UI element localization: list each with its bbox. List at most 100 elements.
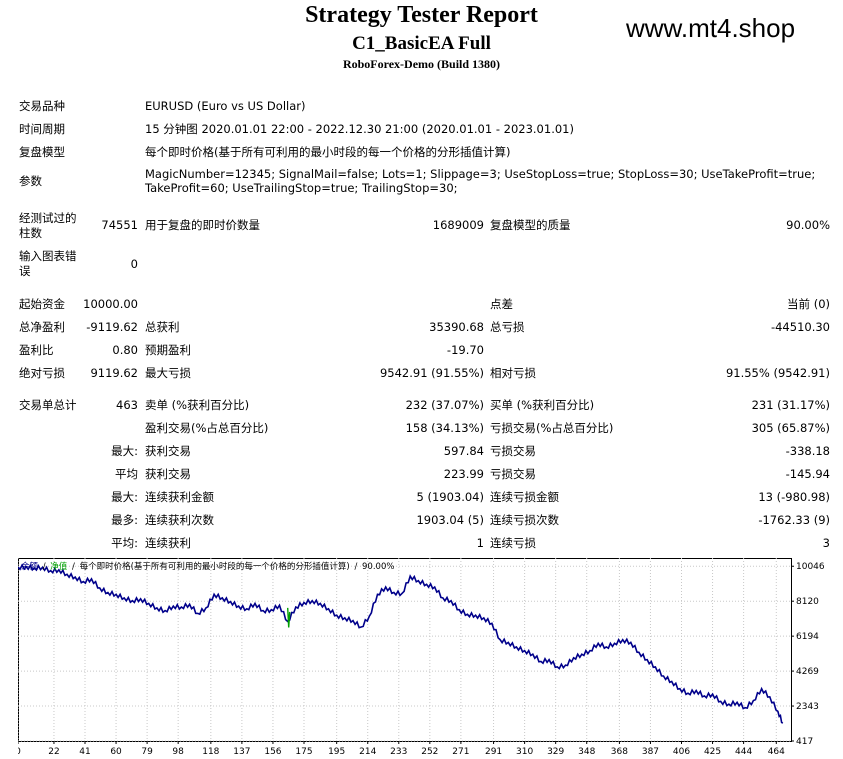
ticks-label: 用于复盘的即时价数量 <box>145 218 260 232</box>
average-profit-label: 获利交易 <box>145 467 191 481</box>
errors-label-line-2: 误 <box>19 264 31 278</box>
x-tick-label: 310 <box>516 747 533 757</box>
x-tick-label: 98 <box>172 747 184 757</box>
model-label: 复盘模型 <box>19 145 65 159</box>
average-consecutive-row-label: 平均: <box>111 536 138 550</box>
average-consecutive-wins-label: 连续获利 <box>145 536 191 550</box>
consecutive-wins-money-value: 5 (1903.04) <box>416 490 484 504</box>
x-tick-label: 425 <box>704 747 721 757</box>
gross-profit-label: 总获利 <box>145 320 180 334</box>
consecutive-wins-money-label: 连续获利金额 <box>145 490 214 504</box>
spread-value: 当前 (0) <box>787 297 830 311</box>
equity-line <box>287 607 291 628</box>
legend-model-label: 每个即时价格(基于所有可利用的最小时段的每一个价格的分形插值计算) <box>80 561 350 572</box>
gross-loss-label: 总亏损 <box>490 320 525 334</box>
y-tick-label: 8120 <box>796 597 819 607</box>
x-tick-label: 368 <box>611 747 628 757</box>
svg-text:余额 / 净值 / 每个即时: 余额 / 净值 / 每个即时价格(基于所有可利用的最小时段的每一个价格的分形插值… <box>21 561 394 572</box>
legend-separator: / <box>43 562 46 572</box>
x-tick-label: 175 <box>295 747 312 757</box>
x-tick-label: 156 <box>264 747 281 757</box>
average-consecutive-losses-label: 连续亏损 <box>490 536 536 550</box>
largest-profit-label: 获利交易 <box>145 444 191 458</box>
consecutive-profit-count-label: 连续获利次数 <box>145 513 214 527</box>
x-tick-label: 252 <box>421 747 438 757</box>
x-tick-label: 195 <box>328 747 345 757</box>
absolute-drawdown-value: 9119.62 <box>90 366 138 380</box>
x-tick-label: 41 <box>79 747 90 757</box>
short-positions-value: 232 (37.07%) <box>405 398 484 412</box>
x-tick-label: 79 <box>141 747 153 757</box>
deposit-label: 起始资金 <box>19 297 65 311</box>
y-tick-label: 417 <box>796 737 813 747</box>
server-name: RoboForex-Demo (Build 1380) <box>342 57 501 71</box>
total-trades-label: 交易单总计 <box>19 398 77 412</box>
maximum-row-label: 最大: <box>111 490 138 504</box>
deposit-value: 10000.00 <box>83 297 138 311</box>
x-tick-label: 233 <box>390 747 407 757</box>
consecutive-profit-count-value: 1903.04 (5) <box>416 513 484 527</box>
period-value: 15 分钟图 2020.01.01 22:00 - 2022.12.30 21:… <box>145 122 574 136</box>
net-profit-value: -9119.62 <box>86 320 138 334</box>
model-value: 每个即时价格(基于所有可利用的最小时段的每一个价格的分形插值计算) <box>145 145 511 159</box>
profit-trades-label: 盈利交易(%占总百分比) <box>145 421 269 435</box>
x-tick-label: 22 <box>48 747 59 757</box>
maximal-drawdown-label: 最大亏损 <box>145 366 191 380</box>
x-tick-label: 214 <box>359 747 376 757</box>
report-title: Strategy Tester Report <box>305 2 538 28</box>
watermark-text: www.mt4.shop <box>626 13 796 43</box>
consecutive-losses-money-label: 连续亏损金额 <box>490 490 559 504</box>
bars-label-line-1: 经测试过的 <box>19 211 77 225</box>
ticks-value: 1689009 <box>432 218 484 232</box>
quality-value: 90.00% <box>786 218 830 232</box>
largest-loss-label: 亏损交易 <box>490 444 536 458</box>
legend-balance-label: 余额 <box>21 561 39 572</box>
errors-value: 0 <box>130 257 138 271</box>
y-tick-label: 2343 <box>796 702 819 712</box>
x-tick-label: 406 <box>673 747 690 757</box>
x-tick-label: 348 <box>578 747 595 757</box>
symbol-label: 交易品种 <box>19 99 65 113</box>
y-tick-label: 10046 <box>796 562 825 572</box>
y-tick-label: 4269 <box>796 667 819 677</box>
x-tick-label: 271 <box>452 747 469 757</box>
x-tick-label: 291 <box>485 747 502 757</box>
consecutive-loss-count-label: 连续亏损次数 <box>490 513 559 527</box>
symbol-value: EURUSD (Euro vs US Dollar) <box>145 99 306 113</box>
x-tick-label: 444 <box>735 747 752 757</box>
bars-label-line-2: 柱数 <box>19 226 42 240</box>
largest-loss-value: -338.18 <box>785 444 830 458</box>
gross-loss-value: -44510.30 <box>770 320 830 334</box>
average-loss-value: -145.94 <box>785 467 830 481</box>
loss-trades-label: 亏损交易(%占总百分比) <box>490 421 614 435</box>
balance-line <box>18 563 784 724</box>
average-consecutive-wins-value: 1 <box>476 536 484 550</box>
x-tick-label: 464 <box>768 747 785 757</box>
x-tick-label: 137 <box>233 747 250 757</box>
gross-profit-value: 35390.68 <box>429 320 484 334</box>
average-profit-value: 223.99 <box>443 467 484 481</box>
y-tick-label: 6194 <box>796 632 819 642</box>
total-trades-value: 463 <box>116 398 138 412</box>
balance-chart: 10046 8120 6194 4269 2343 417 0 22 41 60 79 98 118 1… <box>18 558 825 757</box>
spread-label: 点差 <box>490 297 513 311</box>
short-positions-label: 卖单 (%获利百分比) <box>145 398 250 412</box>
maximal-row-label: 最多: <box>111 513 138 527</box>
expected-payoff-value: -19.70 <box>446 343 484 357</box>
x-tick-label: 0 <box>18 747 21 757</box>
relative-drawdown-label: 相对亏损 <box>490 366 536 380</box>
average-loss-label: 亏损交易 <box>490 467 536 481</box>
bars-value: 74551 <box>101 218 138 232</box>
long-positions-label: 买单 (%获利百分比) <box>490 398 595 412</box>
params-line-1: MagicNumber=12345; SignalMail=false; Lot… <box>145 167 816 181</box>
net-profit-label: 总净盈利 <box>19 320 65 334</box>
consecutive-loss-count-value: -1762.33 (9) <box>758 513 830 527</box>
period-label: 时间周期 <box>19 122 65 136</box>
maximal-drawdown-value: 9542.91 (91.55%) <box>379 366 484 380</box>
relative-drawdown-value: 91.55% (9542.91) <box>725 366 830 380</box>
legend-quality-label: 90.00% <box>362 562 394 572</box>
largest-row-label: 最大: <box>111 444 138 458</box>
absolute-drawdown-label: 绝对亏损 <box>19 366 65 380</box>
expected-payoff-label: 预期盈利 <box>145 343 191 357</box>
x-tick-label: 60 <box>110 747 122 757</box>
